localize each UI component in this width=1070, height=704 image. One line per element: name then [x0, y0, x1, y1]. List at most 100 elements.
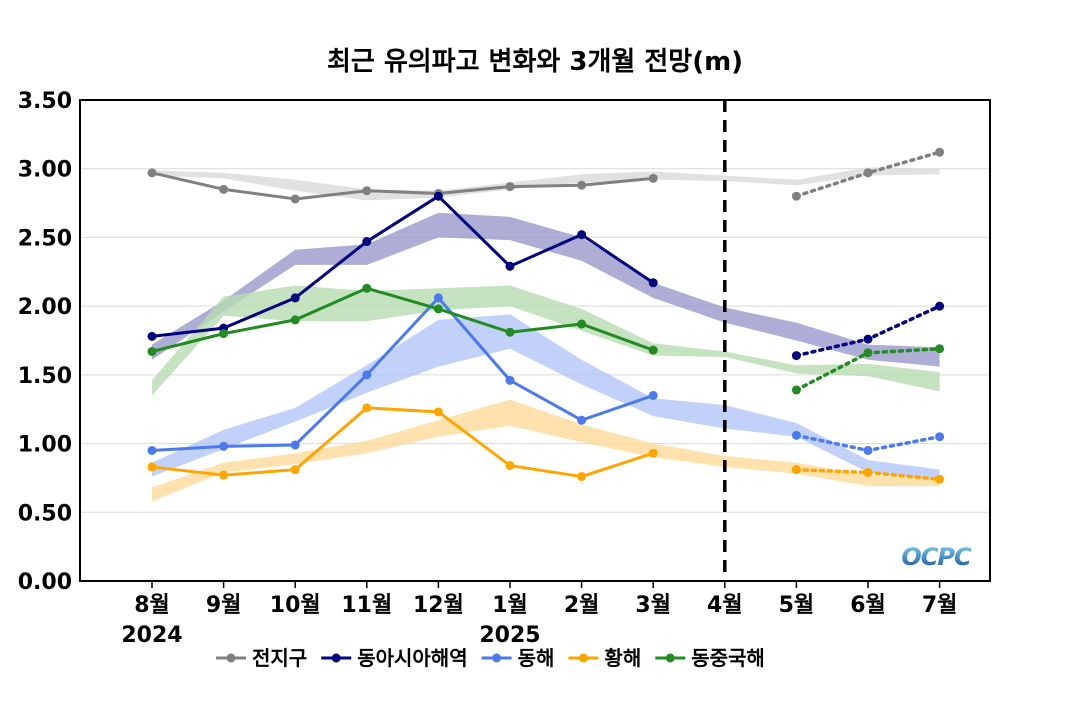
observed-point — [577, 319, 587, 329]
y-tick-label: 3.50 — [18, 89, 72, 114]
observed-point — [648, 390, 658, 400]
observed-line — [151, 406, 654, 479]
legend-swatch-marker — [331, 653, 341, 663]
observed-point — [362, 403, 372, 413]
observed-line — [151, 171, 654, 201]
observed-point — [362, 186, 372, 196]
observed-point — [290, 194, 300, 204]
observed-point — [577, 472, 587, 482]
observed-point — [219, 329, 229, 339]
x-tick-label: 6월 — [850, 593, 886, 618]
observed-point — [147, 346, 157, 356]
forecast-point — [863, 445, 873, 455]
forecast-point — [791, 465, 801, 475]
observed-point — [147, 331, 157, 341]
observed-point — [577, 180, 587, 190]
x-tick-label: 12월 — [413, 593, 464, 618]
range-band — [152, 314, 940, 481]
observed-point — [505, 261, 515, 271]
observed-point — [433, 304, 443, 314]
forecast-point — [791, 351, 801, 361]
x-tick-label: 7월 — [922, 593, 958, 618]
range-band — [152, 285, 940, 396]
x-tick-label: 3월 — [635, 593, 671, 618]
y-tick-label: 0.50 — [18, 501, 72, 526]
observed-point — [147, 168, 157, 178]
observed-point — [147, 445, 157, 455]
legend-label: 동중국해 — [691, 646, 765, 670]
legend-swatch-marker — [226, 653, 236, 663]
legend-item: 동중국해 — [655, 646, 765, 670]
observed-point — [505, 182, 515, 192]
x-tick-label: 10월 — [270, 593, 321, 618]
x-tick-label: 11월 — [341, 593, 392, 618]
observed-point — [219, 184, 229, 194]
chart-title: 최근 유의파고 변화와 3개월 전망(m) — [327, 47, 743, 77]
observed-line — [151, 194, 655, 338]
ocpc-logo: OCPC — [901, 543, 973, 571]
observed-point — [290, 293, 300, 303]
observed-point — [290, 315, 300, 325]
series-points — [147, 147, 945, 484]
forecast-point — [935, 344, 945, 354]
range-bands — [152, 167, 940, 502]
y-tick-label: 3.00 — [18, 158, 72, 183]
observed-line — [151, 286, 654, 353]
forecast-point — [935, 474, 945, 484]
year-label: 2025 — [479, 623, 540, 648]
observed-point — [362, 370, 372, 380]
legend-label: 전지구 — [252, 646, 307, 670]
y-tick-label: 2.00 — [18, 295, 72, 320]
observed-point — [648, 345, 658, 355]
observed-point — [648, 173, 658, 183]
logo-text: OCPC — [901, 543, 972, 571]
observed-point — [219, 470, 229, 480]
legend-item: 황해 — [568, 646, 641, 670]
legend-item: 전지구 — [216, 646, 307, 670]
range-band — [152, 212, 940, 367]
observed-line — [151, 296, 654, 452]
legend-swatch-marker — [578, 653, 588, 663]
observed-point — [505, 375, 515, 385]
range-band — [152, 399, 940, 502]
forecast-point — [935, 301, 945, 311]
observed-point — [290, 440, 300, 450]
y-tick-label: 2.50 — [18, 226, 72, 251]
legend-label: 동아시아해역 — [357, 646, 467, 670]
legend-item: 동해 — [481, 646, 555, 670]
x-tick-label: 9월 — [206, 593, 242, 618]
x-tick-label: 1월 — [492, 593, 528, 618]
x-tick-label: 2월 — [564, 593, 600, 618]
observed-point — [433, 293, 443, 303]
legend-label: 황해 — [604, 646, 641, 670]
observed-point — [362, 237, 372, 247]
x-tick-label: 4월 — [707, 593, 743, 618]
observed-point — [362, 283, 372, 293]
forecast-point — [863, 334, 873, 344]
legend: 전지구 동아시아해역 동해 황해 동중국해 — [216, 646, 765, 670]
y-tick-label: 1.00 — [18, 433, 72, 458]
forecast-point — [935, 147, 945, 157]
observed-point — [648, 448, 658, 458]
x-axis: 8월 9월 10월 11월 12월 1월 2월 3월 4월 5월 6월 7월 2024 2025 — [121, 581, 957, 648]
observed-point — [433, 407, 443, 417]
forecast-point — [863, 168, 873, 178]
y-axis: 0.00 0.50 1.00 1.50 2.00 2.50 3.00 3.50 — [18, 89, 72, 595]
forecast-point — [935, 432, 945, 442]
observed-point — [147, 462, 157, 472]
observed-point — [577, 230, 587, 240]
plot-frame — [79, 99, 991, 582]
year-label: 2024 — [121, 623, 182, 648]
x-tick-label: 5월 — [779, 593, 815, 618]
legend-swatch-marker — [492, 653, 502, 663]
y-tick-label: 1.50 — [18, 364, 72, 389]
legend-label: 동해 — [518, 646, 555, 670]
forecast-point — [791, 385, 801, 395]
observed-point — [219, 441, 229, 451]
observed-point — [648, 278, 658, 288]
x-tick-label: 8월 — [134, 593, 170, 618]
observed-point — [505, 327, 515, 337]
y-tick-label: 0.00 — [18, 570, 72, 595]
